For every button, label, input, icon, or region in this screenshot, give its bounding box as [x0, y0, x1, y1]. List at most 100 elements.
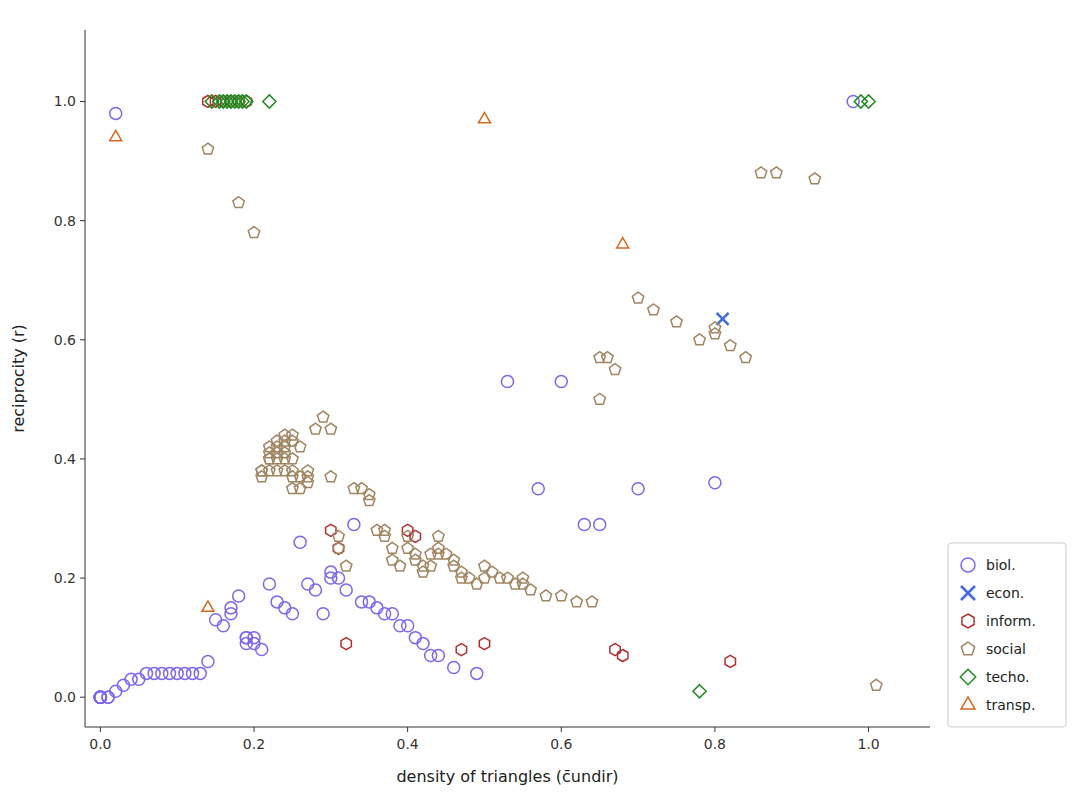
x-tick	[714, 727, 715, 732]
series	[110, 112, 629, 611]
point	[317, 411, 328, 422]
point	[317, 608, 329, 620]
point	[287, 453, 298, 464]
point	[456, 644, 466, 656]
point	[110, 107, 122, 119]
point	[694, 334, 705, 345]
point	[602, 352, 613, 363]
series	[717, 313, 729, 325]
point	[709, 477, 721, 489]
y-tick	[80, 339, 85, 340]
series	[203, 95, 736, 667]
point	[340, 560, 351, 571]
point	[402, 530, 413, 541]
point	[771, 167, 782, 178]
y-tick-label: 0.8	[54, 213, 76, 229]
y-axis-label: reciprocity (r)	[9, 324, 28, 433]
point	[432, 650, 444, 662]
legend-label: biol.	[986, 557, 1016, 573]
point	[326, 524, 336, 536]
point	[379, 530, 390, 541]
legend-label: transp.	[986, 697, 1035, 713]
point	[202, 601, 214, 611]
legend-marker	[960, 669, 975, 684]
point	[671, 316, 682, 327]
x-tick	[868, 727, 869, 732]
point	[310, 423, 321, 434]
point	[648, 304, 659, 315]
point	[302, 477, 313, 488]
point	[386, 608, 398, 620]
point	[333, 542, 343, 554]
x-tick-label: 0.8	[704, 736, 726, 752]
x-tick-label: 0.2	[243, 736, 265, 752]
point	[479, 638, 489, 650]
legend-label: econ.	[986, 585, 1024, 601]
x-tick-label: 1.0	[857, 736, 879, 752]
point	[632, 292, 643, 303]
x-tick	[561, 727, 562, 732]
point	[594, 518, 606, 530]
series	[205, 95, 875, 698]
point	[271, 596, 283, 608]
point	[333, 572, 345, 584]
point	[233, 590, 245, 602]
point	[617, 238, 629, 248]
point	[448, 661, 460, 673]
legend-label: social	[986, 641, 1026, 657]
point	[594, 393, 605, 404]
point	[302, 578, 314, 590]
point	[433, 530, 444, 541]
point	[110, 130, 122, 140]
point	[632, 483, 644, 495]
point	[256, 644, 268, 656]
legend: biol.econ.inform.socialtecho.transp.	[948, 543, 1066, 727]
point	[210, 614, 222, 626]
x-tick	[407, 727, 408, 732]
point	[862, 95, 875, 108]
point	[387, 542, 398, 553]
point	[540, 590, 551, 601]
y-tick	[80, 220, 85, 221]
point	[409, 632, 421, 644]
point	[263, 95, 276, 108]
point	[110, 685, 122, 697]
y-tick-label: 1.0	[54, 93, 76, 109]
point	[578, 518, 590, 530]
point	[854, 95, 867, 108]
chart: 0.00.20.40.60.81.00.00.20.40.60.81.0dens…	[0, 0, 1080, 802]
point	[425, 560, 436, 571]
point	[610, 644, 620, 656]
point	[294, 441, 305, 452]
point	[417, 638, 429, 650]
legend-marker	[961, 642, 974, 655]
point	[755, 167, 766, 178]
point	[609, 364, 620, 375]
point	[709, 328, 720, 339]
point	[740, 352, 751, 363]
point	[102, 691, 114, 703]
point	[364, 495, 375, 506]
point	[202, 655, 214, 667]
x-tick-label: 0.6	[550, 736, 572, 752]
point	[471, 667, 483, 679]
point	[340, 584, 352, 596]
point	[402, 620, 414, 632]
point	[693, 685, 706, 698]
point	[333, 542, 344, 553]
point	[502, 375, 514, 387]
point	[286, 608, 298, 620]
x-tick-label: 0.4	[397, 736, 419, 752]
point	[556, 590, 567, 601]
point	[333, 530, 344, 541]
point	[217, 620, 229, 632]
point	[205, 95, 218, 108]
point	[571, 596, 582, 607]
point	[725, 340, 736, 351]
x-axis-line	[85, 727, 930, 728]
point	[586, 596, 597, 607]
point	[871, 679, 882, 690]
point	[532, 483, 544, 495]
point	[847, 95, 859, 107]
point	[294, 536, 306, 548]
